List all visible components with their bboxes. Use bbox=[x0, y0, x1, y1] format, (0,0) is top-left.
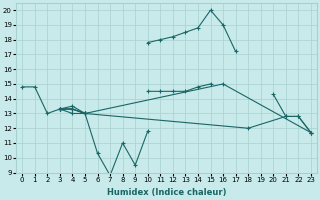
X-axis label: Humidex (Indice chaleur): Humidex (Indice chaleur) bbox=[107, 188, 226, 197]
